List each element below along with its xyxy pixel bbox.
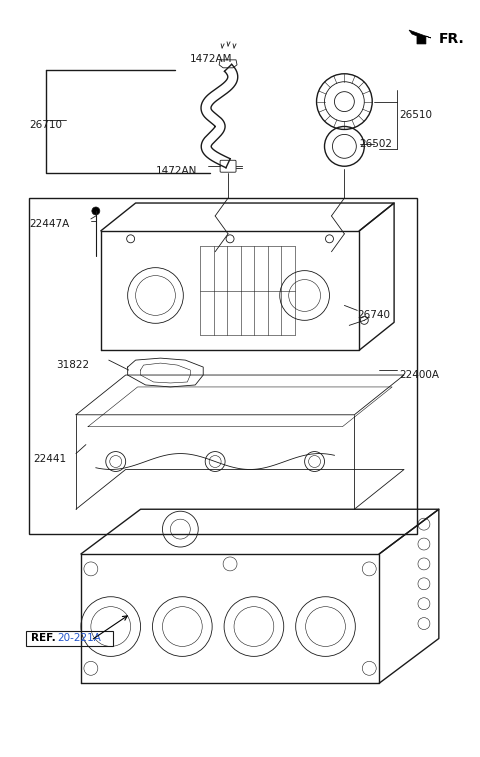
Text: 1472AN: 1472AN <box>156 167 197 176</box>
Text: 20-221A: 20-221A <box>57 634 101 643</box>
Text: 1472AM: 1472AM <box>190 54 233 64</box>
Text: 22441: 22441 <box>33 453 66 463</box>
Text: 22400A: 22400A <box>399 370 439 380</box>
Text: 26502: 26502 <box>360 139 392 149</box>
Text: 26510: 26510 <box>399 110 432 120</box>
Polygon shape <box>219 60 237 68</box>
Text: FR.: FR. <box>439 32 465 46</box>
Text: 26740: 26740 <box>357 310 390 320</box>
Text: 22447A: 22447A <box>29 219 70 229</box>
Circle shape <box>92 207 100 215</box>
Text: REF.: REF. <box>31 634 56 643</box>
Text: 26710: 26710 <box>29 120 62 129</box>
Text: 31822: 31822 <box>56 360 89 370</box>
Polygon shape <box>409 30 431 44</box>
